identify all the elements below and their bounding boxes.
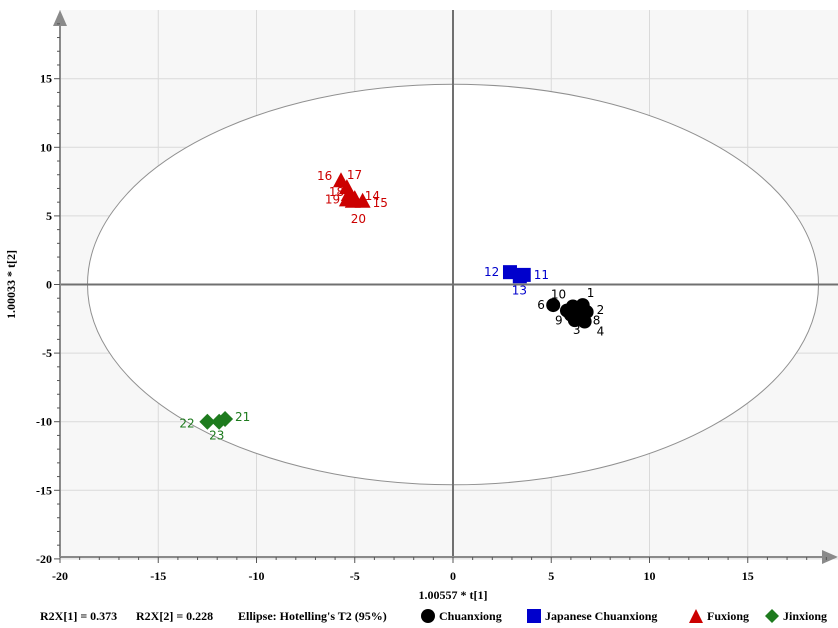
- legend-label: Fuxiong: [707, 608, 750, 623]
- data-point-label: 7: [577, 316, 585, 330]
- x-tick-label: 15: [742, 569, 754, 583]
- data-point-label: 21: [235, 410, 250, 424]
- data-point-label: 5: [583, 314, 591, 328]
- diamond-marker-icon: [765, 609, 779, 623]
- data-point-label: 14: [365, 189, 380, 203]
- y-tick-label: -10: [36, 415, 52, 429]
- x-tick-label: -10: [249, 569, 265, 583]
- data-point-label: 20: [351, 212, 366, 226]
- data-point-label: 6: [537, 298, 545, 312]
- data-point-circle: [565, 299, 580, 314]
- ellipse-note: Ellipse: Hotelling's T2 (95%): [238, 609, 387, 623]
- data-point-label: 13: [512, 283, 527, 297]
- y-axis-title: 1.00033 * t[2]: [4, 250, 18, 319]
- data-point-label: 10: [551, 287, 566, 301]
- data-point-label: 9: [555, 314, 563, 328]
- legend-label: Jinxiong: [783, 608, 828, 623]
- data-point-label: 16: [317, 169, 332, 183]
- triangle-marker-icon: [689, 609, 703, 623]
- y-axis-arrow-icon: [53, 10, 67, 26]
- circle-marker-icon: [421, 609, 435, 623]
- x-axis-title: 1.00557 * t[1]: [419, 588, 488, 602]
- data-point-label: 12: [484, 265, 499, 279]
- y-tick-label: -20: [36, 552, 52, 566]
- data-point-label: 17: [347, 168, 362, 182]
- data-point-label: 4: [597, 325, 605, 339]
- legend-item-fuxiong: Fuxiong: [688, 604, 749, 628]
- square-marker-icon: [527, 609, 541, 623]
- data-point-label: 23: [209, 429, 224, 443]
- y-tick-label: -5: [42, 346, 52, 360]
- r2x1-stat: R2X[1] = 0.373: [40, 609, 118, 623]
- data-point-circle: [575, 307, 590, 322]
- data-point-label: 11: [534, 268, 549, 282]
- data-point-circle: [546, 298, 561, 313]
- r2x2-stat: R2X[2] = 0.228: [136, 609, 214, 623]
- legend-label: Japanese Chuanxiong: [545, 608, 658, 623]
- x-axis-arrow-icon: [822, 550, 838, 564]
- x-tick-label: 0: [450, 569, 456, 583]
- x-tick-label: 10: [644, 569, 656, 583]
- data-point-triangle: [344, 192, 361, 208]
- y-tick-label: 0: [46, 278, 52, 292]
- legend-item-chuanxiong: Chuanxiong: [420, 604, 502, 628]
- x-tick-label: -5: [350, 569, 360, 583]
- data-point-label: 1: [587, 286, 595, 300]
- y-tick-label: -15: [36, 483, 52, 497]
- data-point-label: 18: [329, 185, 344, 199]
- x-tick-label: 5: [548, 569, 554, 583]
- y-tick-label: 10: [40, 140, 52, 154]
- x-tick-label: -15: [150, 569, 166, 583]
- chart-footer: R2X[1] = 0.373 R2X[2] = 0.228 Ellipse: H…: [0, 604, 838, 628]
- legend-item-japanese-chuanxiong: Japanese Chuanxiong: [526, 604, 657, 628]
- data-point-label: 19: [325, 192, 340, 206]
- y-tick-label: 5: [46, 209, 52, 223]
- data-point-label: 8: [593, 314, 601, 328]
- data-point-label: 22: [179, 417, 194, 431]
- data-point-square: [512, 269, 527, 284]
- legend-item-jinxiong: Jinxiong: [764, 604, 827, 628]
- data-point-diamond: [211, 413, 228, 430]
- legend-label: Chuanxiong: [439, 608, 502, 623]
- data-point-label: 15: [373, 196, 388, 210]
- data-point-diamond: [199, 413, 216, 430]
- data-point-label: 2: [597, 303, 605, 317]
- score-scatter-plot: -20 -15 -10 -5 0 5 10 15151050-5-10-15-201.0055…: [4, 10, 838, 602]
- y-tick-label: 15: [40, 72, 52, 86]
- data-point-label: 3: [573, 323, 581, 337]
- x-tick-label: -20: [52, 569, 68, 583]
